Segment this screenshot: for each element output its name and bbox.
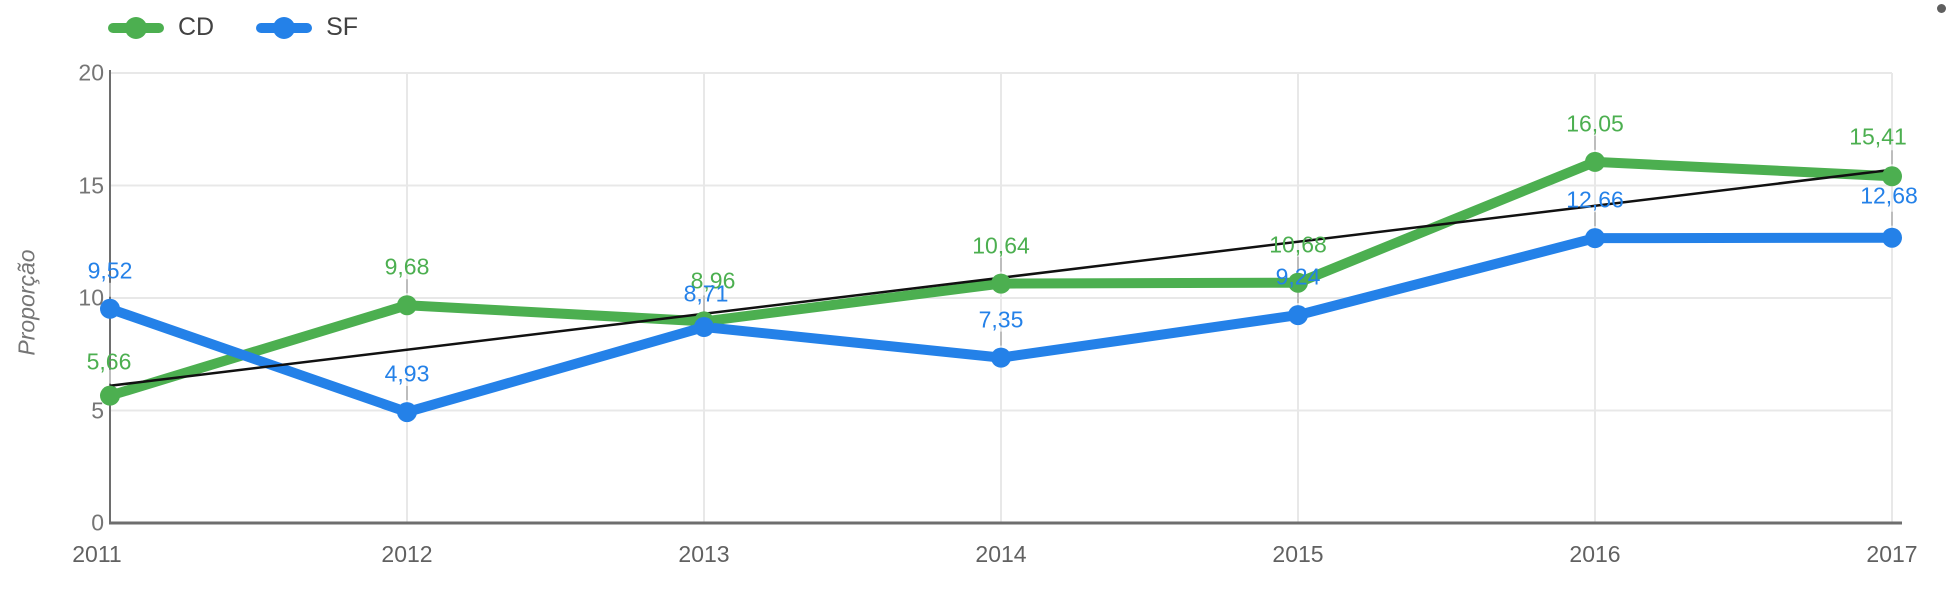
value-label-sf-2011: 9,52 [87, 257, 133, 284]
point-cd-2014[interactable] [991, 273, 1011, 294]
point-cd-2016[interactable] [1585, 151, 1605, 172]
window-artifact-dot [1937, 4, 1946, 13]
legend-item-sf[interactable]: SF [256, 13, 358, 42]
point-cd-2012[interactable] [397, 295, 417, 316]
x-tick-label-2011: 2011 [72, 541, 122, 567]
point-sf-2015[interactable] [1288, 305, 1308, 326]
point-cd-2017[interactable] [1882, 166, 1902, 187]
cd-series-marker-icon [108, 16, 164, 39]
x-tick-label-2012: 2012 [381, 541, 433, 567]
value-label-sf-2012: 4,93 [384, 360, 430, 387]
chart-legend: CD SF [108, 13, 358, 42]
x-tick-label-2013: 2013 [678, 541, 730, 567]
y-tick-label: 15 [78, 172, 104, 198]
x-tick-label-2017: 2017 [1866, 541, 1918, 567]
value-label-sf-2014: 7,35 [978, 306, 1024, 333]
y-tick-label: 0 [91, 509, 104, 536]
legend-item-cd[interactable]: CD [108, 13, 214, 42]
value-label-sf-2017: 12,68 [1860, 182, 1918, 209]
value-label-sf-2015: 9,24 [1275, 263, 1321, 290]
legend-label-sf: SF [326, 13, 359, 41]
point-sf-2013[interactable] [694, 317, 714, 338]
value-label-cd-2015: 10,68 [1269, 231, 1327, 258]
point-cd-2011[interactable] [100, 385, 120, 406]
y-tick-label: 5 [91, 397, 104, 423]
point-sf-2012[interactable] [397, 402, 417, 423]
value-label-sf-2013: 8,71 [683, 280, 729, 307]
y-tick-label: 10 [78, 284, 104, 311]
y-tick-label: 20 [78, 59, 104, 86]
value-label-cd-2013: 8,96 [690, 267, 736, 294]
value-label-cd-2011: 5,66 [86, 348, 132, 375]
point-sf-2014[interactable] [991, 347, 1011, 368]
x-tick-label-2016: 2016 [1569, 541, 1621, 567]
value-label-cd-2012: 9,68 [384, 253, 430, 280]
point-sf-2011[interactable] [100, 298, 120, 319]
point-sf-2016[interactable] [1585, 228, 1605, 249]
value-label-cd-2017: 15,41 [1849, 123, 1907, 150]
value-label-cd-2016: 16,05 [1566, 110, 1624, 137]
sf-series-marker-icon [256, 16, 313, 39]
point-sf-2017[interactable] [1882, 227, 1902, 248]
legend-label-cd: CD [178, 13, 215, 41]
x-tick-label-2014: 2014 [975, 541, 1027, 567]
value-label-sf-2016: 12,66 [1566, 186, 1624, 213]
x-tick-label-2015: 2015 [1272, 541, 1324, 567]
point-cd-2015[interactable] [1288, 272, 1308, 293]
value-label-cd-2014: 10,64 [972, 232, 1030, 259]
